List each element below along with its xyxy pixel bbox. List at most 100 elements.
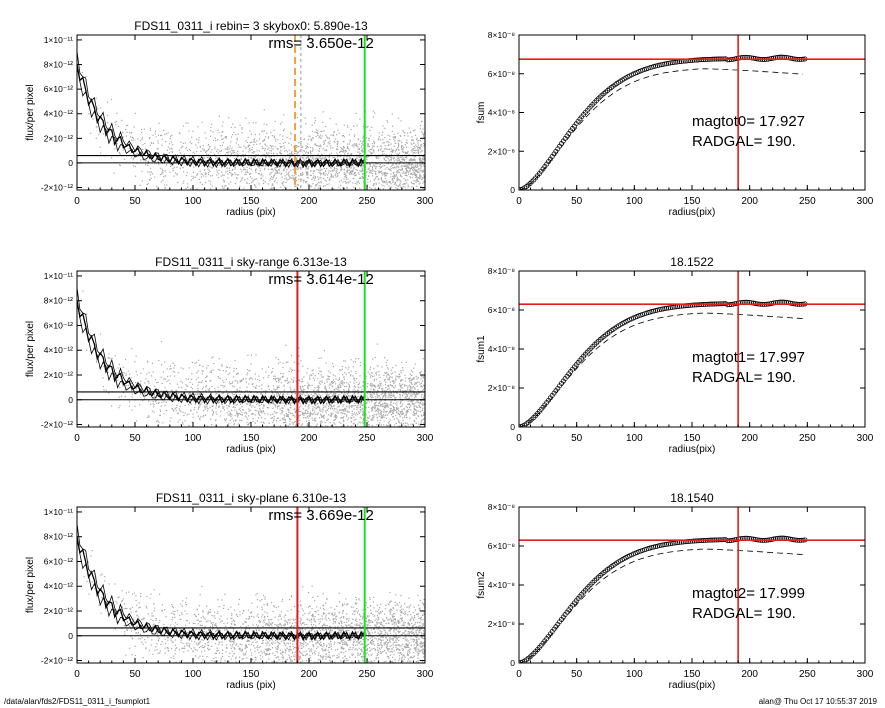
scatter-point [386, 374, 388, 376]
scatter-point [368, 411, 370, 413]
scatter-point [369, 187, 371, 189]
scatter-point [344, 151, 346, 153]
scatter-point [280, 413, 282, 415]
scatter-point [417, 192, 418, 193]
scatter-point [386, 385, 389, 387]
scatter-point [287, 154, 289, 156]
scatter-point [416, 170, 418, 172]
scatter-point [341, 412, 343, 414]
scatter-point [265, 148, 267, 150]
scatter-point [362, 144, 364, 146]
scatter-point [401, 379, 403, 381]
scatter-point [268, 152, 270, 154]
scatter-point [381, 417, 383, 419]
scatter-point [390, 198, 391, 199]
scatter-point [350, 395, 352, 397]
scatter-point [402, 197, 403, 198]
scatter-point [320, 169, 322, 171]
scatter-point [391, 164, 393, 166]
scatter-point [231, 134, 234, 136]
scatter-point [166, 149, 168, 151]
scatter-point [275, 357, 277, 359]
scatter-point [250, 157, 252, 159]
scatter-point [349, 204, 350, 205]
scatter-point [390, 156, 392, 159]
scatter-point [335, 430, 336, 431]
scatter-point [381, 151, 383, 153]
scatter-point [268, 385, 270, 387]
scatter-point [279, 378, 281, 381]
scatter-point [384, 384, 387, 386]
scatter-point [284, 380, 286, 382]
scatter-point [366, 158, 368, 161]
scatter-point [402, 159, 404, 161]
scatter-point [399, 174, 401, 176]
scatter-point [396, 180, 398, 182]
scatter-point [321, 130, 323, 133]
scatter-point [312, 172, 314, 174]
scatter-point [372, 417, 374, 419]
scatter-point [394, 381, 396, 383]
scatter-point [375, 386, 377, 388]
scatter-point [350, 167, 352, 169]
scatter-point [383, 150, 385, 152]
scatter-point [153, 411, 155, 413]
scatter-point [334, 419, 336, 421]
scatter-point [202, 164, 205, 166]
scatter-point [359, 403, 361, 405]
scatter-point [197, 377, 199, 379]
scatter-point [354, 172, 356, 174]
scatter-point [303, 159, 305, 161]
scatter-point [420, 168, 422, 170]
scatter-point [299, 157, 301, 159]
scatter-point [336, 145, 338, 148]
scatter-point [271, 371, 273, 373]
scatter-point [226, 404, 228, 407]
scatter-point [199, 170, 201, 172]
scatter-point [413, 410, 415, 412]
scatter-point [373, 140, 375, 142]
scatter-point [394, 195, 395, 196]
scatter-point [394, 175, 396, 177]
scatter-point [268, 403, 270, 405]
scatter-point [164, 187, 166, 189]
scatter-point [263, 123, 265, 125]
scatter-point [378, 395, 380, 397]
scatter-point [277, 358, 279, 361]
scatter-point [390, 429, 391, 430]
scatter-point [272, 407, 274, 409]
scatter-point [206, 163, 208, 165]
scatter-point [338, 165, 340, 167]
scatter-point [238, 409, 240, 411]
scatter-point [330, 198, 331, 199]
scatter-point [187, 186, 189, 188]
scatter-point [256, 143, 258, 145]
scatter-point [306, 146, 308, 148]
scatter-point [255, 122, 257, 124]
scatter-point [119, 164, 121, 166]
scatter-point [244, 390, 246, 392]
scatter-point [114, 355, 116, 357]
scatter-point [312, 147, 314, 149]
scatter-point [282, 402, 284, 404]
scatter-point [266, 429, 267, 430]
scatter-point [354, 161, 356, 163]
scatter-point [257, 403, 259, 405]
scatter-point [271, 188, 273, 190]
scatter-point [336, 152, 338, 154]
scatter-point [318, 386, 320, 389]
scatter-point [148, 371, 150, 374]
scatter-point [158, 401, 160, 403]
scatter-point [423, 412, 425, 414]
scatter-point [255, 191, 256, 192]
scatter-point [394, 182, 397, 184]
scatter-point [416, 175, 418, 177]
scatter-point [187, 404, 190, 406]
scatter-point [409, 200, 410, 201]
scatter-point [400, 193, 401, 194]
scatter-point [318, 146, 320, 148]
scatter-point [165, 133, 168, 135]
scatter-point [314, 417, 316, 419]
scatter-point [390, 173, 392, 175]
fsum-point [658, 62, 664, 68]
